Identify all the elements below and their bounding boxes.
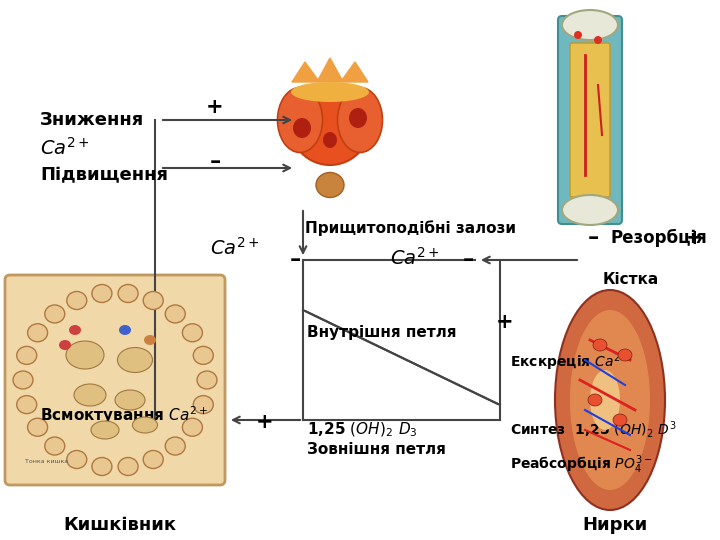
Text: Всмоктування $Ca^{2+}$: Всмоктування $Ca^{2+}$ (40, 404, 208, 426)
Text: +: + (686, 228, 704, 248)
Text: –: – (462, 250, 474, 270)
Ellipse shape (143, 450, 163, 469)
Ellipse shape (13, 371, 33, 389)
Ellipse shape (193, 396, 213, 414)
Ellipse shape (59, 340, 71, 350)
Ellipse shape (277, 87, 323, 152)
Text: +: + (496, 312, 514, 332)
Text: Внутрішня петля: Внутрішня петля (307, 325, 456, 340)
Ellipse shape (132, 417, 158, 433)
Text: Реабсорбція $PO_4^{3-}$: Реабсорбція $PO_4^{3-}$ (510, 454, 652, 476)
Ellipse shape (323, 132, 337, 148)
Ellipse shape (91, 421, 119, 439)
Ellipse shape (182, 418, 202, 436)
Text: Зниження: Зниження (40, 111, 144, 129)
Ellipse shape (291, 82, 369, 102)
Text: Підвищення: Підвищення (40, 166, 168, 184)
Text: +: + (256, 412, 274, 432)
Ellipse shape (338, 87, 382, 152)
Ellipse shape (290, 85, 370, 165)
Ellipse shape (593, 339, 607, 351)
Text: Екскреція $Ca^{2+}$: Екскреція $Ca^{2+}$ (510, 351, 631, 373)
Text: –: – (289, 250, 301, 270)
Ellipse shape (67, 450, 87, 469)
Ellipse shape (613, 414, 627, 426)
Ellipse shape (17, 396, 37, 414)
Ellipse shape (570, 310, 650, 490)
Ellipse shape (27, 418, 48, 436)
Ellipse shape (182, 324, 202, 342)
Ellipse shape (143, 292, 163, 309)
Ellipse shape (17, 346, 37, 364)
Ellipse shape (119, 325, 131, 335)
Ellipse shape (590, 370, 620, 430)
Text: Прищитоподібні залози: Прищитоподібні залози (305, 220, 516, 236)
Text: Резорбція: Резорбція (610, 229, 707, 247)
Ellipse shape (45, 437, 65, 455)
Ellipse shape (118, 285, 138, 302)
Ellipse shape (594, 36, 602, 44)
Ellipse shape (66, 341, 104, 369)
Text: 1,25 $(OH)_2$ $D_3$: 1,25 $(OH)_2$ $D_3$ (307, 421, 418, 439)
Text: +: + (206, 97, 224, 117)
Ellipse shape (316, 172, 344, 198)
Ellipse shape (197, 371, 217, 389)
Ellipse shape (144, 335, 156, 345)
FancyBboxPatch shape (570, 43, 610, 197)
Ellipse shape (117, 348, 153, 373)
Ellipse shape (92, 457, 112, 476)
Ellipse shape (166, 437, 185, 455)
Ellipse shape (562, 10, 618, 40)
Ellipse shape (118, 457, 138, 476)
Text: $Ca^{2+}$: $Ca^{2+}$ (210, 237, 260, 259)
FancyBboxPatch shape (5, 275, 225, 485)
Ellipse shape (92, 285, 112, 302)
Ellipse shape (115, 390, 145, 410)
Ellipse shape (27, 324, 48, 342)
Ellipse shape (562, 195, 618, 225)
Text: Зовнішня петля: Зовнішня петля (307, 442, 446, 457)
Ellipse shape (69, 325, 81, 335)
Ellipse shape (618, 349, 632, 361)
Ellipse shape (166, 305, 185, 323)
FancyBboxPatch shape (558, 16, 622, 224)
Text: $Ca^{2+}$: $Ca^{2+}$ (390, 247, 440, 269)
Polygon shape (292, 58, 368, 82)
Ellipse shape (555, 290, 665, 510)
Ellipse shape (45, 305, 65, 323)
Ellipse shape (588, 394, 602, 406)
Ellipse shape (574, 31, 582, 39)
Ellipse shape (349, 108, 367, 128)
Text: –: – (210, 152, 220, 172)
Text: –: – (588, 228, 598, 248)
Text: Тонка кишка: Тонка кишка (25, 459, 68, 464)
Text: $Ca^{2+}$: $Ca^{2+}$ (40, 137, 90, 159)
Text: Кістка: Кістка (603, 273, 660, 287)
Ellipse shape (293, 118, 311, 138)
Ellipse shape (67, 292, 87, 309)
Ellipse shape (74, 384, 106, 406)
Text: Кишківник: Кишківник (63, 516, 176, 534)
Text: Синтез  1,25 $(OH)_2$ $D^3$: Синтез 1,25 $(OH)_2$ $D^3$ (510, 420, 677, 441)
Text: Нирки: Нирки (582, 516, 647, 534)
Ellipse shape (193, 346, 213, 364)
